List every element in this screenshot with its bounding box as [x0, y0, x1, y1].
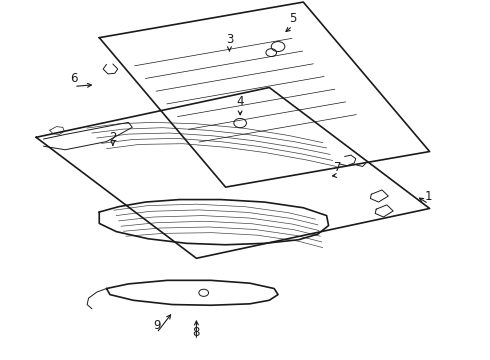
Text: 7: 7	[334, 161, 341, 174]
Text: 4: 4	[236, 95, 244, 108]
Text: 9: 9	[153, 319, 160, 332]
Text: 2: 2	[109, 131, 117, 144]
Text: 8: 8	[193, 326, 200, 339]
Text: 3: 3	[226, 33, 233, 46]
Text: 6: 6	[70, 72, 78, 85]
Text: 5: 5	[289, 12, 296, 24]
Text: 1: 1	[425, 189, 432, 203]
